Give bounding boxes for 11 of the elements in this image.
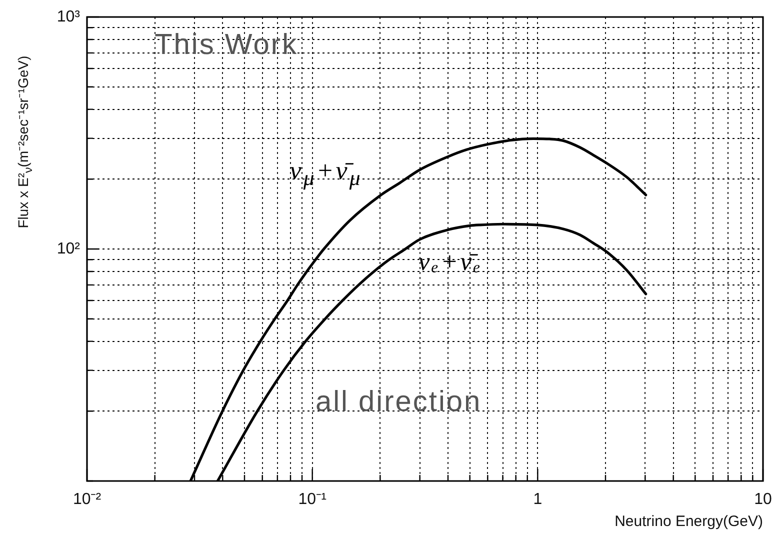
- x-tick-label: 10⁻¹: [298, 491, 326, 508]
- annotation: all direction: [315, 385, 482, 420]
- y-tick-label: 10³: [56, 8, 81, 26]
- x-axis-title: Neutrino Energy(GeV): [614, 513, 763, 531]
- x-tick-label: 1: [533, 491, 542, 508]
- series-label: νₑ+ν̄ₑ: [418, 246, 482, 277]
- y-tick-label: 10²: [56, 240, 81, 258]
- x-tick-label: 10: [754, 491, 772, 508]
- x-tick-label: 10⁻²: [72, 491, 102, 508]
- series-label: ν$_{μ}$+ν̄$_{μ}$: [290, 156, 362, 192]
- annotation: This Work: [154, 28, 298, 62]
